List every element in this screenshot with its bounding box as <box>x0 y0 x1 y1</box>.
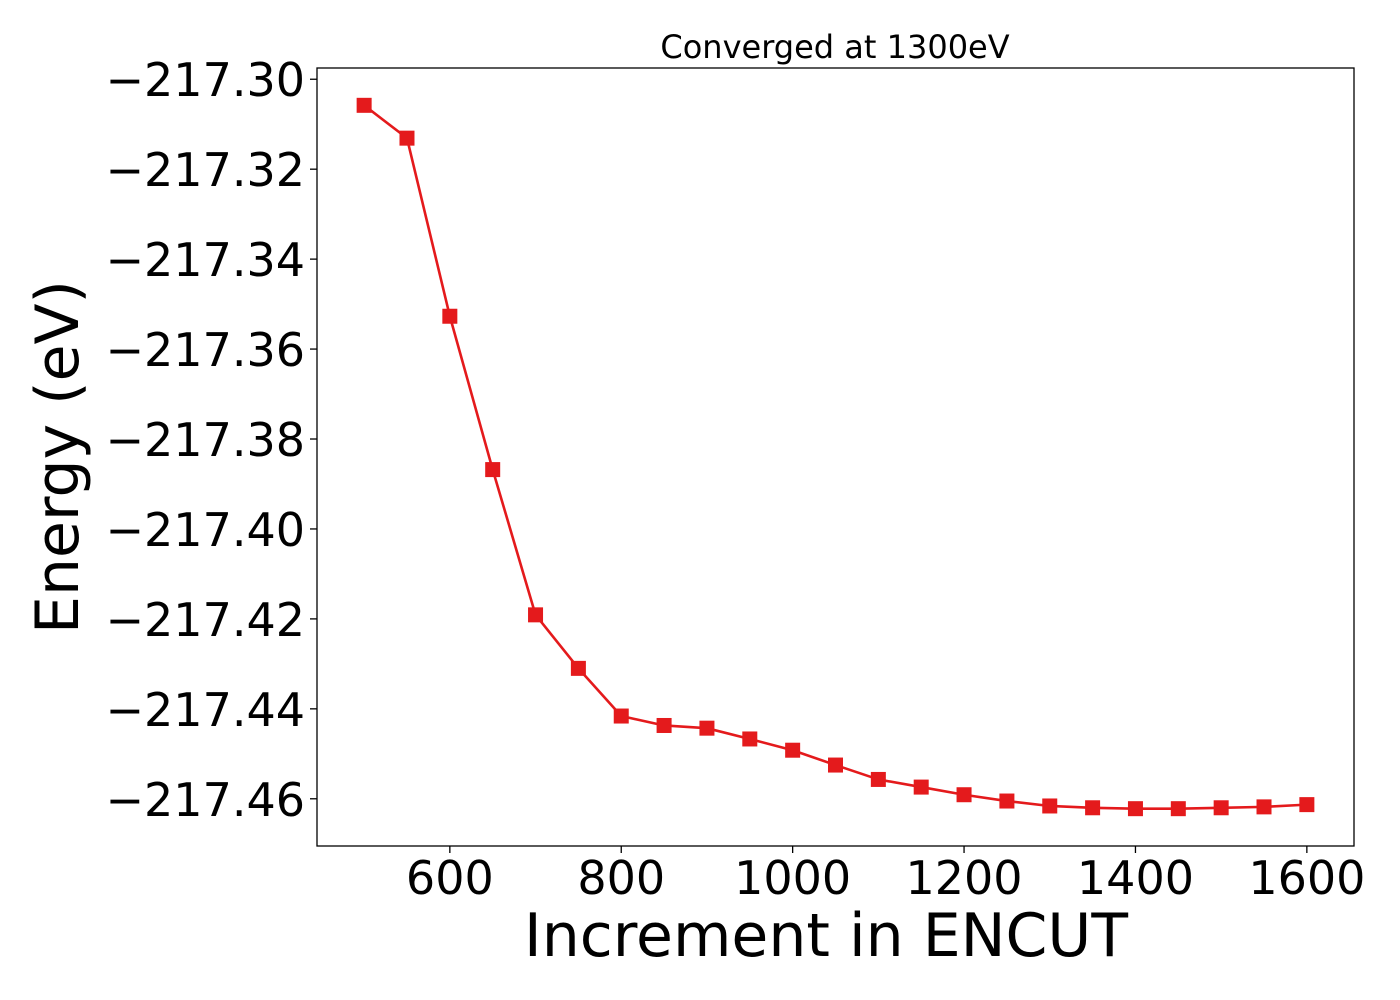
data-point-marker <box>570 660 586 676</box>
data-point-marker <box>913 779 929 795</box>
data-point-marker <box>656 717 672 733</box>
data-point-marker <box>1042 798 1058 814</box>
y-tick-label: −217.46 <box>106 773 306 827</box>
y-tick-label: −217.40 <box>106 503 306 557</box>
data-point-marker <box>1213 800 1229 816</box>
x-tick-label: 1400 <box>1077 851 1194 905</box>
y-tick-label: −217.32 <box>106 143 306 197</box>
x-tick-label: 1000 <box>734 851 851 905</box>
data-point-marker <box>1170 801 1186 817</box>
data-point-marker <box>742 731 758 747</box>
data-point-marker <box>699 720 715 736</box>
y-tick-label: −217.34 <box>106 233 306 287</box>
data-point-marker <box>956 787 972 803</box>
data-point-marker <box>528 607 544 623</box>
data-point-marker <box>870 771 886 787</box>
y-tick-label: −217.30 <box>106 53 306 107</box>
data-point-marker <box>399 130 415 146</box>
data-point-marker <box>1085 800 1101 816</box>
chart-title: Converged at 1300eV <box>660 28 1009 66</box>
y-tick-label: −217.36 <box>106 323 306 377</box>
plot-frame <box>316 67 1355 847</box>
data-point-marker <box>1299 797 1315 813</box>
y-axis-ticks: −217.30 −217.32 −217.34 −217.36 −217.38 −217.… <box>106 53 317 827</box>
data-point-marker <box>828 757 843 773</box>
x-tick-label: 1600 <box>1248 851 1365 905</box>
data-point-marker <box>1127 801 1143 817</box>
data-point-marker <box>785 742 801 758</box>
data-point-marker <box>442 308 458 324</box>
data-point-marker <box>485 462 501 478</box>
x-tick-label: 800 <box>577 851 665 905</box>
plot-area <box>317 68 1354 846</box>
y-tick-label: −217.44 <box>106 683 306 737</box>
x-axis-ticks: 600 800 1000 1200 1400 1600 <box>406 846 1365 905</box>
y-tick-label: −217.38 <box>106 413 306 467</box>
y-axis-label: Energy (eV) <box>23 280 93 634</box>
data-point-marker <box>999 793 1015 809</box>
data-point-marker <box>1256 799 1272 815</box>
x-axis-label: Increment in ENCUT <box>524 901 1128 971</box>
series-layer <box>356 97 1315 817</box>
y-tick-label: −217.42 <box>106 593 306 647</box>
x-tick-label: 1200 <box>906 851 1023 905</box>
data-point-marker <box>613 708 629 724</box>
data-point-marker <box>356 97 372 113</box>
x-tick-label: 600 <box>406 851 494 905</box>
